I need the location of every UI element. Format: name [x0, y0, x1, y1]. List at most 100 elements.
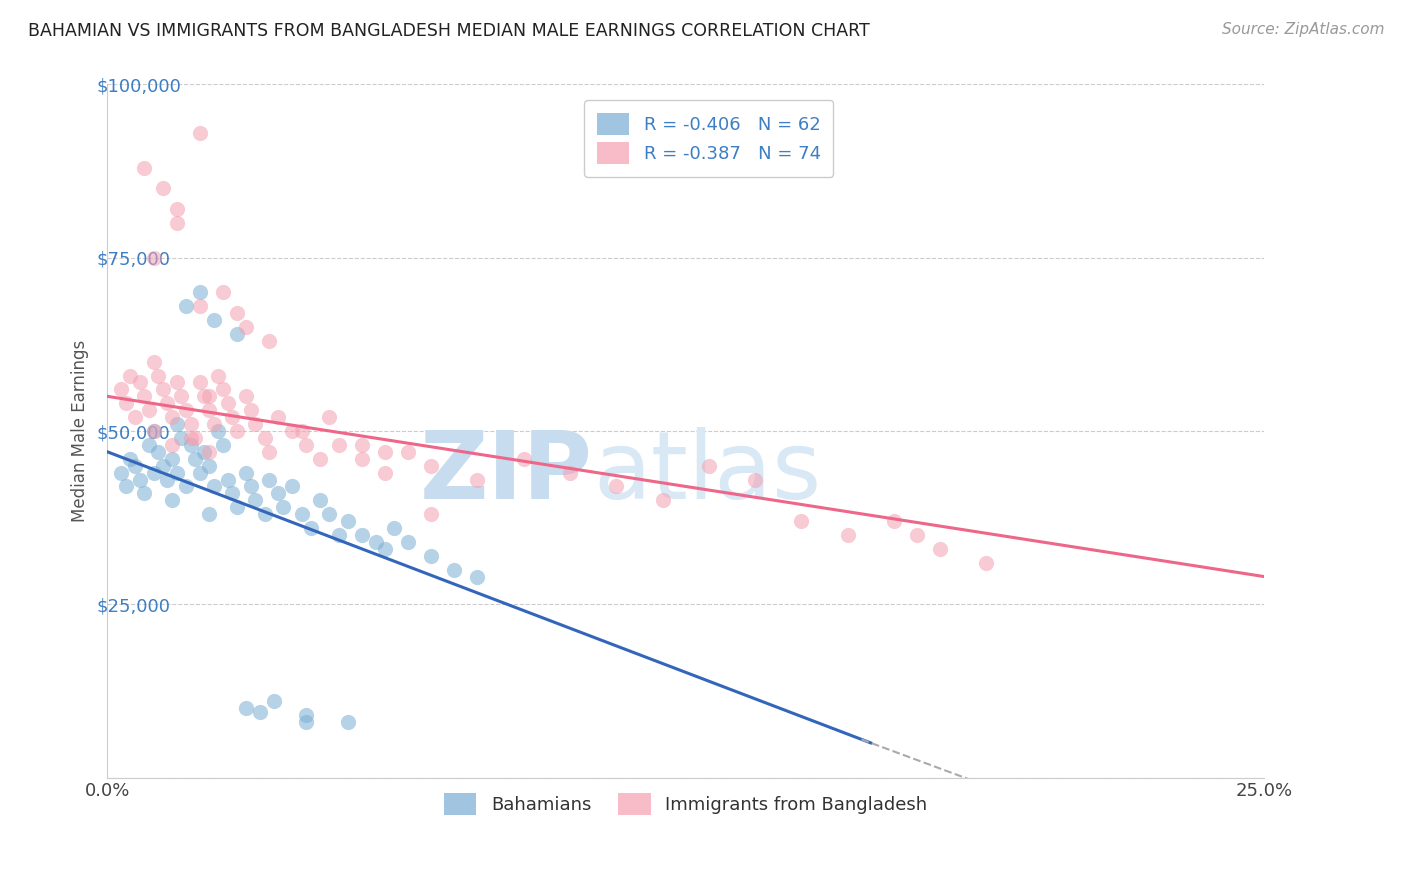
- Point: [152, 383, 174, 397]
- Point: [198, 458, 221, 473]
- Point: [198, 444, 221, 458]
- Point: [128, 473, 150, 487]
- Point: [124, 458, 146, 473]
- Point: [905, 528, 928, 542]
- Point: [193, 389, 215, 403]
- Point: [180, 417, 202, 431]
- Point: [235, 389, 257, 403]
- Text: BAHAMIAN VS IMMIGRANTS FROM BANGLADESH MEDIAN MALE EARNINGS CORRELATION CHART: BAHAMIAN VS IMMIGRANTS FROM BANGLADESH M…: [28, 22, 870, 40]
- Point: [114, 479, 136, 493]
- Point: [138, 438, 160, 452]
- Point: [221, 486, 243, 500]
- Point: [207, 368, 229, 383]
- Point: [170, 431, 193, 445]
- Point: [267, 486, 290, 500]
- Point: [239, 479, 262, 493]
- Point: [202, 313, 225, 327]
- Point: [148, 444, 170, 458]
- Point: [180, 438, 202, 452]
- Point: [174, 299, 197, 313]
- Point: [295, 715, 318, 730]
- Point: [120, 451, 142, 466]
- Point: [152, 458, 174, 473]
- Point: [396, 535, 419, 549]
- Point: [295, 438, 318, 452]
- Point: [976, 556, 998, 570]
- Point: [156, 473, 179, 487]
- Point: [235, 320, 257, 334]
- Point: [364, 535, 387, 549]
- Point: [198, 507, 221, 521]
- Point: [180, 431, 202, 445]
- Point: [295, 708, 318, 723]
- Point: [207, 424, 229, 438]
- Point: [156, 396, 179, 410]
- Point: [134, 486, 156, 500]
- Point: [467, 473, 489, 487]
- Point: [328, 528, 350, 542]
- Point: [160, 438, 183, 452]
- Point: [257, 473, 280, 487]
- Point: [202, 417, 225, 431]
- Point: [235, 466, 257, 480]
- Point: [134, 389, 156, 403]
- Point: [160, 451, 183, 466]
- Point: [166, 376, 188, 390]
- Point: [217, 396, 239, 410]
- Y-axis label: Median Male Earnings: Median Male Earnings: [72, 340, 89, 522]
- Point: [350, 438, 373, 452]
- Point: [382, 521, 405, 535]
- Point: [336, 715, 359, 730]
- Point: [744, 473, 766, 487]
- Point: [245, 493, 267, 508]
- Point: [142, 466, 165, 480]
- Point: [166, 417, 188, 431]
- Point: [148, 368, 170, 383]
- Point: [225, 306, 247, 320]
- Point: [166, 202, 188, 217]
- Point: [166, 466, 188, 480]
- Point: [267, 410, 290, 425]
- Point: [188, 299, 211, 313]
- Point: [558, 466, 581, 480]
- Point: [271, 500, 294, 515]
- Point: [245, 417, 267, 431]
- Point: [239, 403, 262, 417]
- Point: [299, 521, 322, 535]
- Point: [350, 451, 373, 466]
- Point: [249, 705, 271, 719]
- Point: [114, 396, 136, 410]
- Point: [253, 431, 276, 445]
- Point: [221, 410, 243, 425]
- Point: [257, 334, 280, 348]
- Point: [263, 694, 285, 708]
- Point: [184, 451, 207, 466]
- Point: [883, 514, 905, 528]
- Point: [512, 451, 534, 466]
- Point: [420, 458, 443, 473]
- Point: [128, 376, 150, 390]
- Point: [142, 424, 165, 438]
- Point: [281, 479, 304, 493]
- Point: [124, 410, 146, 425]
- Point: [350, 528, 373, 542]
- Point: [134, 161, 156, 175]
- Point: [396, 444, 419, 458]
- Point: [212, 285, 235, 300]
- Point: [142, 424, 165, 438]
- Point: [160, 410, 183, 425]
- Point: [697, 458, 720, 473]
- Point: [605, 479, 627, 493]
- Point: [166, 216, 188, 230]
- Point: [212, 438, 235, 452]
- Point: [188, 126, 211, 140]
- Point: [170, 389, 193, 403]
- Point: [225, 326, 247, 341]
- Point: [374, 466, 396, 480]
- Point: [374, 541, 396, 556]
- Point: [420, 549, 443, 563]
- Point: [142, 251, 165, 265]
- Point: [443, 563, 465, 577]
- Point: [212, 383, 235, 397]
- Point: [160, 493, 183, 508]
